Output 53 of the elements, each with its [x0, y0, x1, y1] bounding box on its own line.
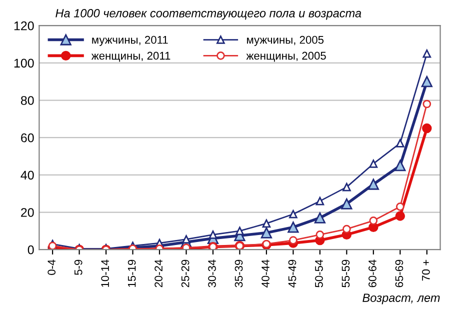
y-tick-label: 40 [20, 170, 34, 180]
point [396, 139, 404, 148]
y-tick-label: 80 [20, 96, 34, 105]
point [394, 160, 406, 172]
point [262, 219, 271, 228]
x-tick-label: 25-29 [181, 260, 190, 288]
point [316, 230, 324, 239]
point [395, 211, 406, 221]
x-tick-label: 35-39 [234, 260, 243, 288]
y-tick-label: 120 [14, 21, 34, 30]
point [342, 182, 351, 192]
legend-label: мужчины, 2005 [247, 36, 324, 46]
x-tick-label: 70 + [422, 260, 430, 281]
x-tick-label: 5-9 [74, 260, 82, 275]
point [368, 178, 379, 190]
point [288, 222, 299, 233]
x-tick-label: 50-54 [315, 260, 323, 288]
x-tick-label: 0-4 [48, 260, 56, 275]
point [236, 226, 244, 236]
point [208, 230, 218, 239]
point [314, 212, 326, 224]
x-tick-label: 10-14 [101, 260, 110, 287]
y-tick-label: 60 [21, 133, 34, 142]
chart-title: На 1000 человек соответствующего пола и возраста [56, 9, 362, 20]
x-tick-label: 60-64 [368, 260, 376, 288]
legend-label: мужчины, 2011 [92, 36, 168, 46]
point [342, 224, 351, 234]
point [316, 196, 324, 206]
point [341, 198, 352, 210]
point [260, 227, 272, 238]
legend-label: женщины, 2005 [246, 52, 326, 62]
y-tick-label: 0 [28, 245, 34, 254]
point [369, 216, 378, 225]
x-tick-label: 15-19 [128, 260, 136, 287]
point [422, 49, 432, 58]
point [422, 123, 432, 134]
y-tick-label: 100 [14, 58, 34, 68]
x-tick-label: 65-69 [395, 260, 404, 288]
x-tick-label: 55-59 [342, 260, 350, 288]
point [289, 236, 298, 244]
legend-label: женщины, 2011 [91, 52, 170, 62]
point [396, 202, 404, 211]
point [422, 100, 432, 108]
y-tick-label: 20 [21, 208, 34, 217]
point [369, 160, 378, 168]
x-tick-label: 30-34 [208, 260, 216, 288]
point [182, 235, 190, 244]
x-tick-label: 40-44 [262, 260, 270, 288]
x-tick-label: 45-49 [288, 260, 296, 288]
x-axis-title: Возраст, лет [362, 294, 440, 304]
point [421, 76, 432, 88]
x-tick-label: 20-24 [154, 260, 162, 288]
point [289, 210, 298, 218]
